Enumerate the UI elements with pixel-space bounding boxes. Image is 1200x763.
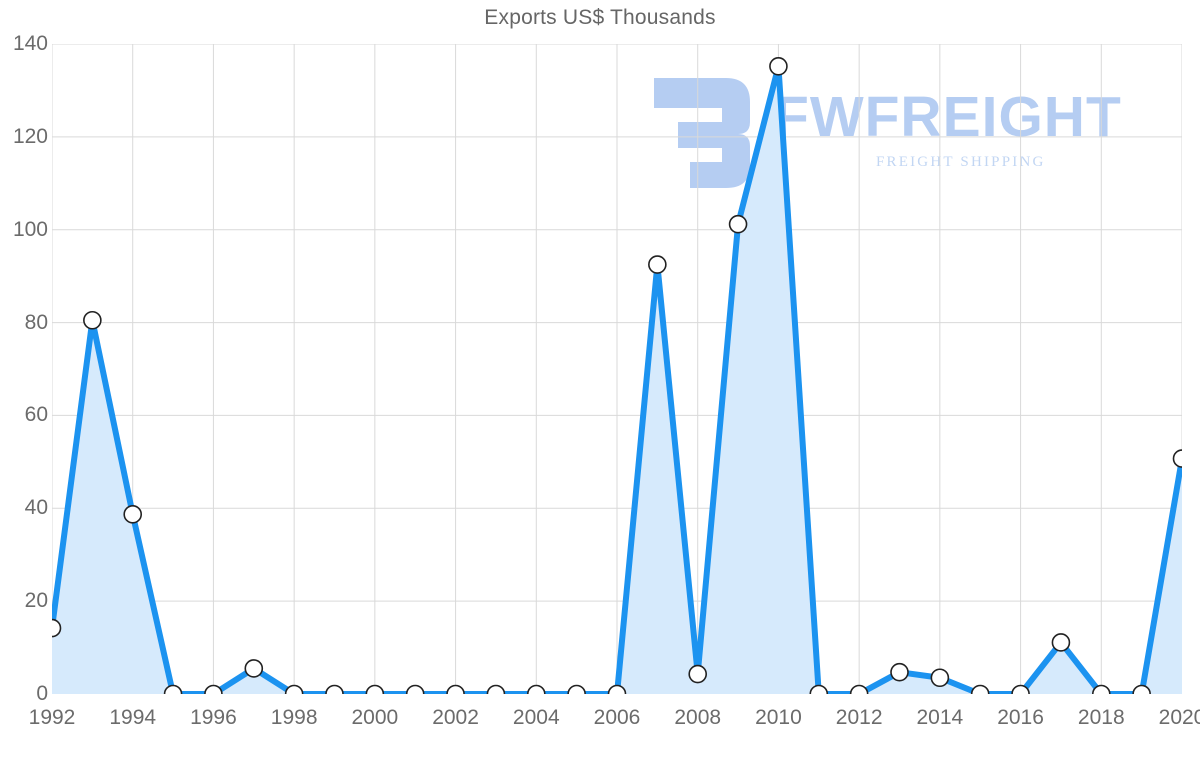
- data-point-marker[interactable]: [930, 668, 950, 688]
- chart-title: Exports US$ Thousands: [484, 6, 716, 29]
- x-axis-tick-label: 2016: [997, 706, 1044, 729]
- x-axis-tick-label: 2010: [755, 706, 802, 729]
- data-point-marker[interactable]: [83, 310, 102, 330]
- x-axis-tick-label: 1998: [270, 706, 318, 729]
- y-axis-tick-label: 20: [24, 589, 48, 613]
- x-axis-tick-label: 2006: [593, 706, 641, 729]
- data-point-marker[interactable]: [567, 684, 586, 704]
- data-point-marker[interactable]: [1051, 633, 1071, 652]
- data-point-marker[interactable]: [325, 684, 344, 704]
- data-point-marker[interactable]: [769, 56, 788, 76]
- x-axis-tick-label: 2000: [351, 706, 399, 729]
- x-axis-tick-label: 2008: [674, 706, 722, 729]
- data-point-marker[interactable]: [446, 684, 465, 704]
- data-point-marker[interactable]: [244, 659, 264, 678]
- x-axis-tick-label: 2020: [1158, 706, 1200, 729]
- x-axis-tick-label: 1994: [109, 706, 157, 729]
- x-axis-tick-label: 1992: [28, 706, 76, 729]
- x-axis-tick-label: 2014: [916, 706, 964, 729]
- data-point-marker[interactable]: [648, 255, 667, 274]
- plot-area: [42, 43, 1192, 704]
- y-axis-tick-label: 140: [12, 32, 48, 55]
- y-axis-tick-label: 60: [24, 403, 48, 427]
- data-point-marker[interactable]: [365, 684, 385, 704]
- data-point-marker[interactable]: [849, 684, 869, 704]
- chart-plot-svg: [42, 43, 1192, 704]
- data-point-marker[interactable]: [890, 662, 909, 682]
- x-axis-tick-label: 2012: [835, 706, 883, 729]
- data-point-marker[interactable]: [970, 684, 990, 704]
- y-axis-tick-label: 100: [12, 217, 48, 241]
- data-point-marker[interactable]: [526, 684, 546, 704]
- data-point-marker[interactable]: [123, 505, 143, 524]
- y-axis-tick-label: 120: [12, 124, 48, 148]
- data-point-marker[interactable]: [1172, 449, 1192, 468]
- x-axis-tick-label: 2004: [512, 706, 560, 729]
- data-point-marker[interactable]: [688, 664, 708, 684]
- x-axis-tick-label: 1996: [190, 706, 237, 729]
- data-point-marker[interactable]: [486, 684, 506, 704]
- x-axis-tick-label: 2002: [432, 706, 479, 729]
- x-axis-tick-label: 2018: [1077, 706, 1125, 729]
- y-axis-tick-label: 40: [24, 496, 48, 520]
- y-axis-tick-label: 0: [36, 682, 48, 705]
- data-point-marker[interactable]: [405, 684, 425, 704]
- y-axis-tick-label: 80: [24, 310, 48, 334]
- data-point-marker[interactable]: [728, 214, 748, 234]
